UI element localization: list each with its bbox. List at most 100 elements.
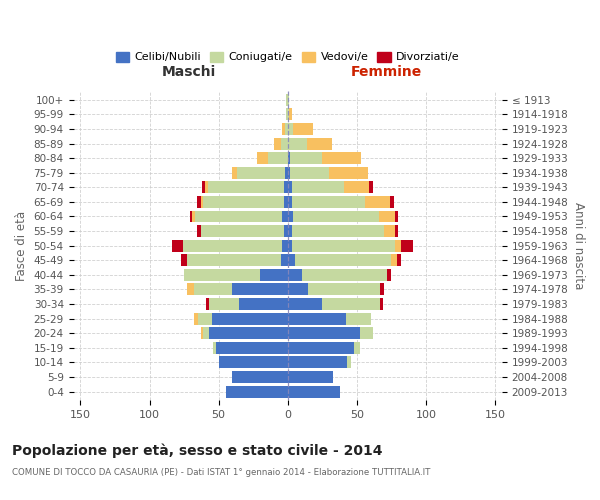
Bar (287, 108, 289, 120)
Bar (274, 138, 281, 149)
Bar (287, 240, 292, 252)
Bar (287, 152, 290, 164)
Bar (200, 225, 284, 237)
Bar (198, 312, 212, 324)
Bar (197, 196, 200, 208)
Bar (260, 269, 287, 281)
Bar (282, 240, 287, 252)
Bar (308, 284, 380, 296)
Bar (284, 196, 287, 208)
Bar (184, 269, 260, 281)
Bar (284, 182, 287, 194)
Bar (239, 298, 287, 310)
Bar (365, 196, 390, 208)
Bar (285, 166, 287, 178)
Bar (190, 210, 193, 222)
Bar (380, 298, 383, 310)
Bar (287, 298, 322, 310)
Bar (205, 182, 208, 194)
Bar (395, 225, 398, 237)
Bar (232, 284, 287, 296)
Bar (287, 196, 292, 208)
Bar (200, 196, 203, 208)
Bar (194, 284, 232, 296)
Text: Maschi: Maschi (162, 64, 217, 78)
Bar (293, 210, 379, 222)
Text: Popolazione per età, sesso e stato civile - 2014: Popolazione per età, sesso e stato civil… (12, 444, 383, 458)
Y-axis label: Fasce di età: Fasce di età (15, 210, 28, 280)
Y-axis label: Anni di nascita: Anni di nascita (572, 202, 585, 290)
Bar (287, 138, 307, 149)
Bar (257, 152, 268, 164)
Bar (287, 182, 292, 194)
Bar (282, 210, 287, 222)
Bar (292, 225, 385, 237)
Bar (218, 356, 287, 368)
Bar (293, 123, 313, 135)
Bar (197, 225, 200, 237)
Bar (287, 166, 290, 178)
Bar (391, 254, 397, 266)
Bar (287, 123, 293, 135)
Bar (290, 166, 329, 178)
Bar (397, 254, 401, 266)
Bar (281, 138, 287, 149)
Bar (200, 327, 203, 339)
Bar (232, 166, 236, 178)
Legend: Celibi/Nubili, Coniugati/e, Vedovi/e, Divorziati/e: Celibi/Nubili, Coniugati/e, Vedovi/e, Di… (111, 47, 464, 67)
Bar (387, 269, 391, 281)
Bar (287, 254, 295, 266)
Bar (346, 312, 371, 324)
Bar (268, 152, 287, 164)
Bar (286, 108, 287, 120)
Bar (385, 225, 395, 237)
Bar (181, 254, 187, 266)
Bar (380, 284, 385, 296)
Bar (354, 342, 359, 353)
Bar (203, 327, 209, 339)
Bar (287, 386, 340, 398)
Bar (287, 327, 359, 339)
Bar (292, 196, 365, 208)
Bar (284, 225, 287, 237)
Bar (287, 342, 354, 353)
Bar (307, 138, 332, 149)
Bar (289, 108, 292, 120)
Text: Femmine: Femmine (350, 64, 422, 78)
Bar (287, 225, 292, 237)
Bar (347, 356, 351, 368)
Bar (369, 182, 373, 194)
Bar (209, 298, 239, 310)
Bar (292, 182, 344, 194)
Bar (216, 342, 287, 353)
Bar (287, 356, 347, 368)
Bar (182, 240, 282, 252)
Bar (287, 284, 308, 296)
Bar (287, 371, 333, 383)
Bar (395, 210, 398, 222)
Bar (194, 312, 198, 324)
Bar (209, 327, 287, 339)
Bar (287, 210, 293, 222)
Bar (236, 166, 285, 178)
Bar (379, 210, 395, 222)
Bar (287, 94, 289, 106)
Bar (226, 386, 287, 398)
Bar (286, 94, 287, 106)
Bar (344, 182, 369, 194)
Bar (329, 166, 368, 178)
Bar (203, 196, 284, 208)
Bar (285, 123, 287, 135)
Bar (195, 210, 282, 222)
Bar (287, 312, 346, 324)
Bar (202, 182, 205, 194)
Bar (213, 342, 216, 353)
Bar (395, 240, 401, 252)
Text: COMUNE DI TOCCO DA CASAURIA (PE) - Dati ISTAT 1° gennaio 2014 - Elaborazione TUT: COMUNE DI TOCCO DA CASAURIA (PE) - Dati … (12, 468, 430, 477)
Bar (193, 210, 195, 222)
Bar (359, 327, 373, 339)
Bar (187, 284, 194, 296)
Bar (292, 240, 395, 252)
Bar (212, 312, 287, 324)
Bar (322, 152, 361, 164)
